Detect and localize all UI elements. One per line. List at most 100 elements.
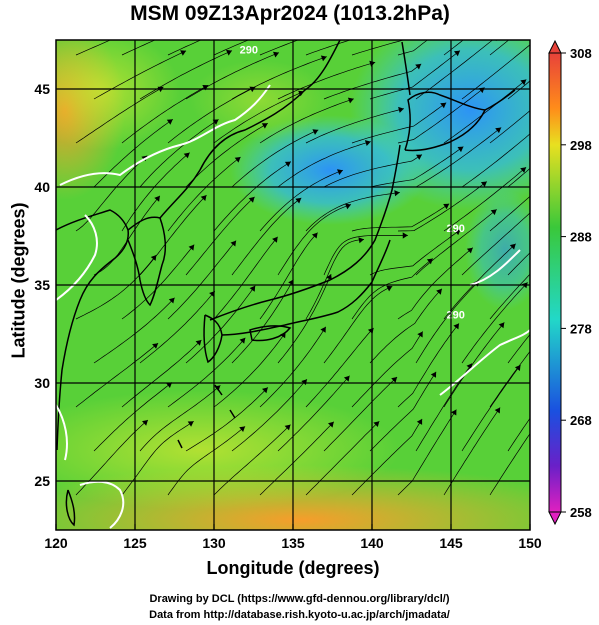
arrowhead	[347, 97, 354, 104]
streamline	[397, 247, 474, 320]
credit-drawing: Drawing by DCL (https://www.gfd-dennou.o…	[149, 593, 450, 605]
streamline	[397, 181, 488, 232]
streamline	[213, 331, 286, 408]
arrowhead	[391, 377, 398, 383]
arrowhead	[564, 77, 570, 83]
streamline	[461, 364, 521, 452]
streamline	[75, 342, 159, 408]
arrowhead	[168, 297, 175, 304]
arrowhead	[320, 55, 327, 62]
arrowhead	[386, 285, 393, 292]
coastline-korea	[127, 216, 167, 307]
arrowhead	[466, 247, 473, 254]
streamline	[397, 87, 485, 144]
streamline	[259, 421, 335, 496]
streamline	[139, 119, 219, 188]
arrowhead	[295, 197, 302, 204]
figure-title: MSM 09Z13Apr2024 (1013.2hPa)	[130, 2, 450, 25]
streamline	[213, 236, 278, 320]
lon-tick-label: 135	[281, 535, 305, 551]
streamline	[139, 50, 233, 100]
contour-label: 290	[447, 309, 465, 321]
streamline	[213, 424, 291, 496]
streamline	[415, 209, 497, 276]
streamline	[185, 122, 268, 188]
arrowhead	[258, 14, 264, 20]
streamline	[443, 40, 464, 56]
streamline	[351, 102, 447, 144]
coastline-manchuria	[159, 40, 341, 219]
streamline	[305, 420, 380, 496]
streamline	[489, 273, 530, 320]
arrowhead	[415, 63, 422, 70]
arrowhead	[430, 371, 437, 378]
arrowhead	[239, 426, 246, 432]
streamline	[121, 152, 190, 232]
arrowhead	[495, 127, 502, 134]
arrowhead	[284, 424, 291, 431]
streamline	[121, 84, 209, 144]
arrowhead	[272, 236, 278, 243]
wind-arrowheads	[141, 0, 586, 432]
colorbar-bottom-triangle	[548, 511, 562, 526]
temperature-contours	[56, 84, 530, 529]
streamline	[351, 203, 450, 232]
streamline	[93, 50, 187, 100]
arrowhead	[345, 203, 351, 210]
lon-tick-label: 145	[439, 535, 463, 551]
arrowhead	[142, 420, 148, 426]
streamline	[443, 407, 501, 496]
colorbar-tick-label: 298	[570, 138, 592, 153]
streamline	[415, 280, 480, 364]
lon-tick-label: 150	[518, 535, 542, 551]
arrowhead	[490, 209, 497, 216]
arrowhead	[537, 34, 543, 40]
colorbar-tick-label: 288	[570, 230, 592, 245]
streamline	[259, 326, 327, 408]
x-axis-label: Longitude (degrees)	[206, 558, 380, 578]
arrowhead	[249, 285, 256, 292]
streamline	[323, 285, 393, 364]
contour-label: 290	[240, 45, 258, 57]
arrowhead	[400, 23, 406, 29]
credit-data-source: Data from http://database.rish.kyoto-u.a…	[149, 609, 450, 621]
arrowhead	[580, 119, 586, 125]
streamline	[443, 79, 527, 144]
streamline	[185, 285, 256, 364]
arrowhead	[542, 408, 548, 414]
arrowhead	[373, 421, 380, 427]
contour-290-north	[59, 84, 271, 186]
streamline	[167, 337, 246, 408]
streamline	[139, 290, 216, 364]
streamline	[351, 418, 423, 496]
coastline-china	[56, 209, 129, 451]
streamline	[93, 119, 174, 188]
latitude-tick-labels: 25 30 35 40 45	[34, 81, 50, 489]
arrowhead	[477, 0, 483, 2]
streamline	[93, 297, 175, 364]
streamline	[507, 80, 530, 100]
streamline	[75, 40, 112, 56]
arrowhead	[454, 50, 460, 57]
arrowhead	[358, 237, 364, 244]
arrowhead	[261, 123, 268, 129]
contour-east-arc	[439, 329, 530, 396]
arrowhead	[328, 421, 334, 428]
streamline	[231, 279, 294, 364]
arrowhead	[520, 167, 527, 173]
arrowhead	[284, 161, 291, 167]
streamline	[461, 282, 528, 364]
lat-tick-label: 25	[34, 473, 50, 489]
lon-tick-label: 125	[123, 535, 147, 551]
streamline	[443, 322, 505, 408]
streamline	[369, 50, 461, 100]
colorbar-tick-label: 258	[570, 505, 592, 520]
arrowhead	[343, 375, 350, 382]
arrowhead	[202, 85, 209, 91]
streamline	[93, 382, 173, 452]
contour-290-west	[56, 214, 98, 301]
coastline-taiwan	[65, 489, 76, 527]
coastline-hokkaido	[404, 91, 487, 152]
lat-tick-label: 45	[34, 81, 50, 97]
arrowhead	[576, 202, 582, 208]
